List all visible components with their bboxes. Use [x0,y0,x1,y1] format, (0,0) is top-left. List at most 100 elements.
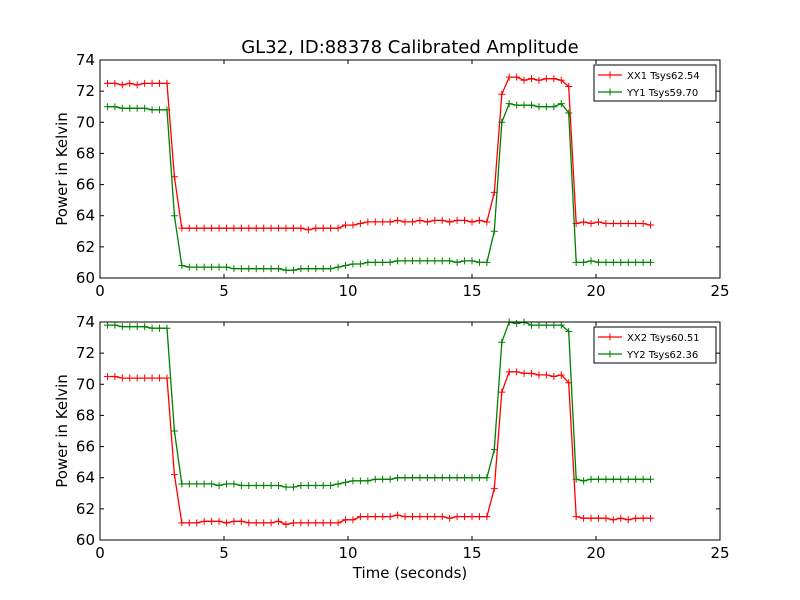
series-line [107,76,651,231]
data-point [245,482,253,489]
series-2 [103,100,655,274]
data-point [483,513,491,521]
data-point [282,266,290,274]
data-point [275,482,283,489]
data-point [364,477,372,485]
data-point [148,106,156,114]
y-tick-label: 64 [76,469,95,487]
data-point [245,519,253,527]
data-point [446,474,454,482]
data-point [118,323,126,331]
legend-marker [606,71,614,79]
data-point [215,482,223,489]
data-point [647,221,655,229]
data-point [342,516,350,524]
data-point [327,482,335,489]
data-point [565,109,573,117]
figure-title: GL32, ID:88378 Calibrated Amplitude [241,37,579,58]
data-point [416,474,424,482]
data-point [237,517,245,525]
data-point [498,338,506,346]
data-point [416,257,424,265]
data-point [535,76,543,84]
data-point [237,265,245,273]
data-point [185,480,193,488]
legend-label: XX1 Tsys62.54 [627,71,700,82]
legend-item: YY1 Tsys59.70 [598,88,698,99]
data-point [364,258,372,266]
data-point [163,79,171,87]
data-point [349,260,357,268]
data-point [475,216,483,224]
data-point [557,100,565,108]
data-point [133,323,141,331]
data-point [609,475,617,483]
x-axis-label: Time (seconds) [352,564,468,582]
data-point [431,216,439,224]
data-point [528,75,536,83]
data-point [513,73,521,81]
data-point [423,257,431,265]
x-tick-label: 10 [338,282,357,300]
data-point [483,258,491,266]
legend-label: YY2 Tsys62.36 [626,350,698,361]
data-point [193,263,201,271]
y-tick-label: 72 [76,82,95,100]
data-point [609,220,617,227]
data-point [126,323,134,331]
y-tick-label: 68 [76,406,95,424]
data-point [289,483,297,491]
data-point [319,265,327,273]
x-tick-label: 0 [95,282,105,300]
data-point [141,323,149,331]
series-1 [103,73,655,234]
data-point [275,224,283,232]
data-point [319,519,327,527]
data-point [275,265,283,273]
data-point [580,514,588,522]
legend-box [593,64,717,102]
data-point [572,513,580,521]
data-point [342,478,350,486]
data-point [141,79,149,87]
data-point [416,513,424,521]
data-point [438,513,446,521]
data-point [342,221,350,229]
data-point [334,263,342,271]
data-point [550,373,558,380]
data-point [624,220,632,227]
data-point [617,514,625,522]
data-point [222,224,230,232]
legend-item: XX2 Tsys60.51 [598,333,700,344]
data-point [356,260,364,268]
data-point [490,227,498,235]
data-point [297,519,305,527]
data-point [141,104,149,112]
y-axis-label: Power in Kelvin [53,374,71,488]
data-point [163,106,171,114]
data-point [483,218,491,226]
data-point [557,321,565,329]
data-point [431,513,439,521]
data-point [304,226,312,234]
data-point [647,258,655,266]
data-point [609,258,617,266]
data-point [639,220,647,227]
data-point [379,218,387,226]
bottom-plot-panel: 0 5 10 15 20 25 60 62 64 66 68 70 72 74 Power in Kelvi… [53,313,730,562]
data-point [200,480,208,488]
data-point [334,224,342,232]
x-tick-label: 20 [586,282,605,300]
data-point [267,519,275,527]
data-point [342,262,350,270]
data-point [505,73,513,81]
data-point [498,388,506,396]
data-point [327,265,335,273]
data-point [327,519,335,527]
data-point [222,480,230,488]
data-point [304,482,312,489]
data-point [371,475,379,483]
data-point [379,258,387,266]
data-point [111,373,119,380]
data-point [282,483,290,491]
